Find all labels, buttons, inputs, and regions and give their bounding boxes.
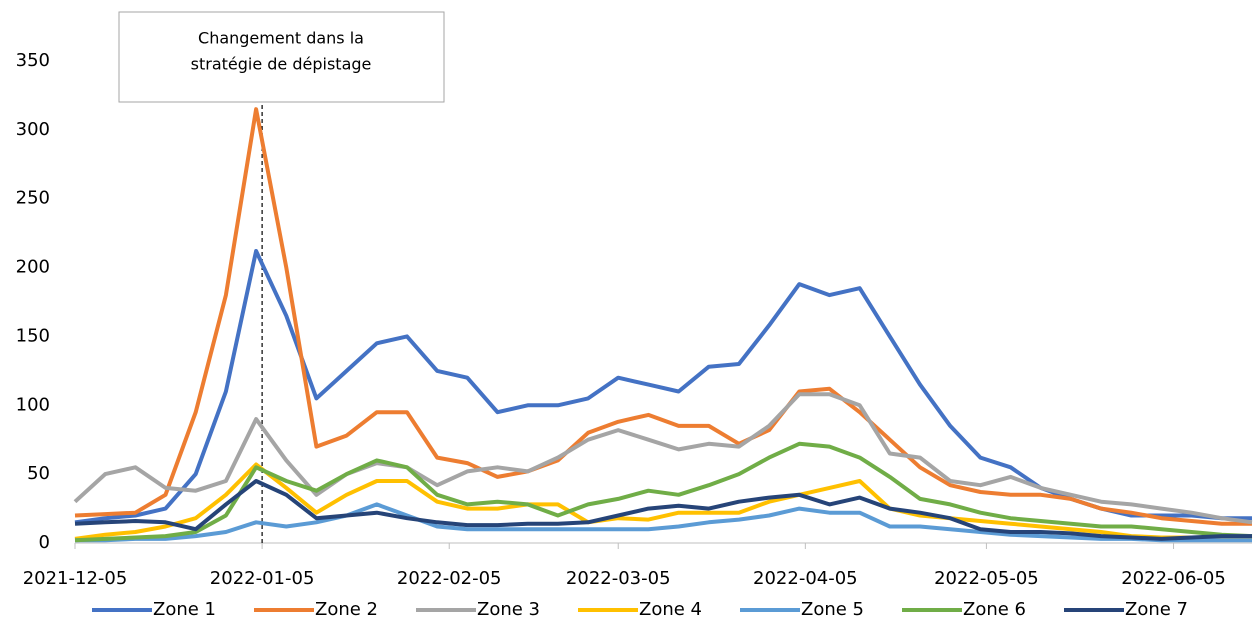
series-line (73, 392, 1253, 525)
y-tick-label: 50 (27, 463, 50, 484)
series-line (74, 479, 1252, 541)
legend-label: Zone 1 (153, 599, 216, 620)
series-line (74, 249, 1252, 525)
x-tick-label: 2022-04-05 (753, 568, 858, 589)
x-tick-label: 2021-12-05 (23, 568, 128, 589)
annotation-text: Changement dans la (198, 29, 364, 48)
legend-label: Zone 5 (801, 599, 864, 620)
y-tick-label: 0 (39, 532, 50, 553)
y-tick-label: 300 (16, 119, 50, 140)
y-tick-label: 350 (16, 50, 50, 71)
y-tick-label: 250 (16, 188, 50, 209)
series-line (75, 502, 1252, 543)
x-tick-label: 2022-05-05 (934, 568, 1039, 589)
legend-label: Zone 7 (1125, 599, 1188, 620)
y-tick-label: 200 (16, 257, 50, 278)
annotation-box (118, 11, 445, 103)
legend-label: Zone 4 (639, 599, 702, 620)
x-tick-label: 2022-03-05 (566, 568, 671, 589)
x-tick-label: 2022-02-05 (397, 568, 502, 589)
legend-label: Zone 6 (963, 599, 1026, 620)
series-line (74, 107, 1252, 526)
series-line (74, 441, 1253, 543)
y-tick-label: 100 (16, 394, 50, 415)
y-tick-label: 150 (16, 325, 50, 346)
legend-label: Zone 2 (315, 599, 378, 620)
x-tick-label: 2022-06-05 (1121, 568, 1226, 589)
annotation-text: stratégie de dépistage (191, 55, 372, 74)
x-tick-label: 2022-01-05 (210, 568, 315, 589)
legend-label: Zone 3 (477, 599, 540, 620)
